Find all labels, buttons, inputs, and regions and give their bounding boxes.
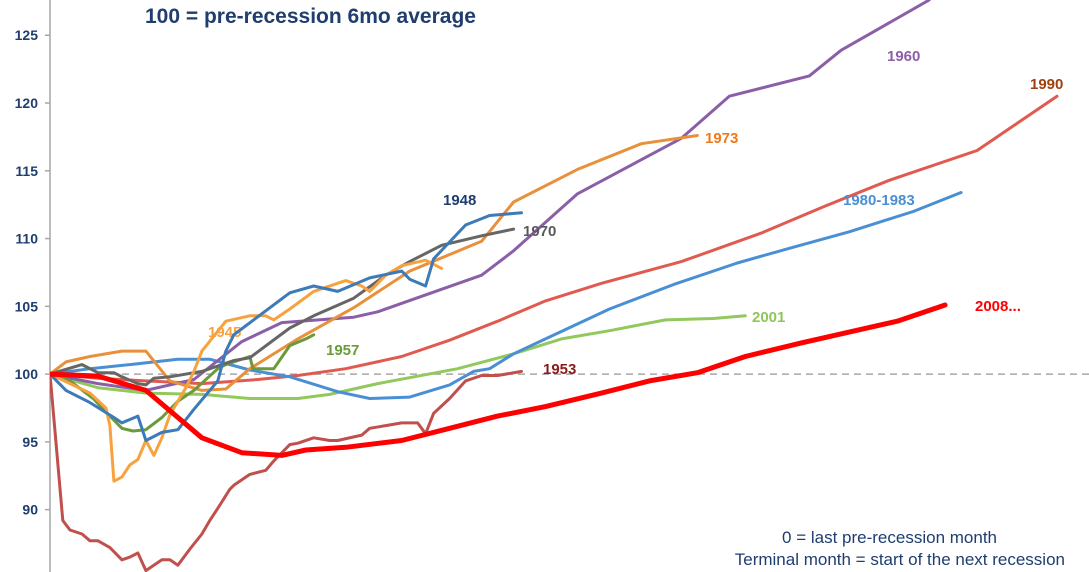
chart-subtitle: 100 = pre-recession 6mo average — [145, 5, 476, 28]
series-label-1953: 1953 — [543, 361, 576, 378]
series-label-1980-1983: 1980-1983 — [843, 192, 915, 209]
series-line-1948 — [50, 211, 523, 442]
annotation-month-zero: 0 = last pre-recession month — [782, 528, 997, 547]
series-label-1960: 1960 — [887, 48, 920, 65]
y-tick-label: 95 — [22, 434, 38, 450]
annotation-terminal-month: Terminal month = start of the next reces… — [734, 550, 1065, 569]
series-line-1990 — [50, 94, 1059, 386]
series-line-1953 — [50, 369, 523, 572]
series-label-1970: 1970 — [523, 223, 556, 240]
series-line-2001 — [50, 314, 747, 400]
series-line-2008 — [50, 302, 948, 458]
y-tick-label: 90 — [22, 502, 38, 518]
y-tick-label: 100 — [15, 366, 39, 382]
series-label-2008: 2008... — [975, 298, 1021, 315]
series-line-1973 — [50, 134, 699, 392]
series-line-1960 — [50, 0, 931, 392]
series-label-1948: 1948 — [443, 192, 476, 209]
series-label-1957: 1957 — [326, 342, 359, 359]
series-line-1980-1983 — [50, 191, 963, 400]
y-tick-label: 125 — [15, 27, 39, 43]
y-tick-label: 120 — [15, 95, 39, 111]
series-line-1970 — [50, 227, 516, 387]
series-label-2001: 2001 — [752, 309, 785, 326]
series-line-1945 — [50, 258, 444, 483]
series-label-1973: 1973 — [705, 130, 738, 147]
y-tick-label: 110 — [15, 231, 38, 247]
y-tick-label: 115 — [15, 163, 38, 179]
y-tick-label: 105 — [15, 298, 39, 314]
series-label-1990: 1990 — [1030, 76, 1063, 93]
